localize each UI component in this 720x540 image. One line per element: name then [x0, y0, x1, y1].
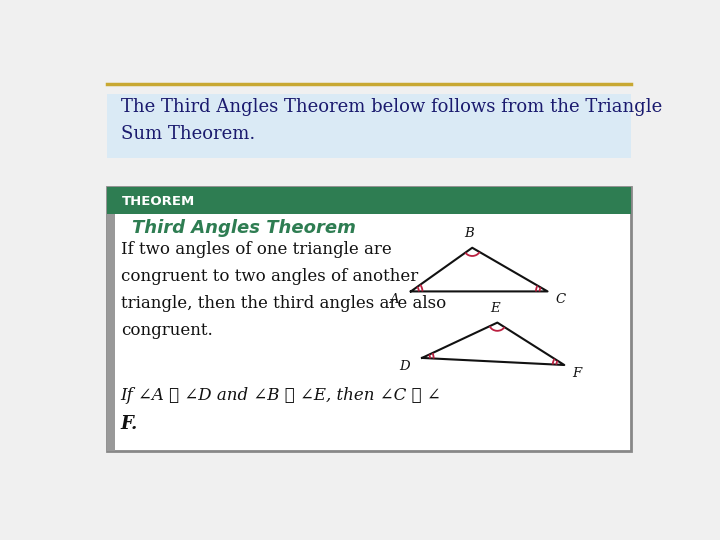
Text: Third Angles Theorem: Third Angles Theorem	[132, 219, 356, 237]
Text: congruent.: congruent.	[121, 322, 212, 340]
Text: B: B	[464, 227, 474, 240]
FancyBboxPatch shape	[107, 94, 631, 158]
Text: F.: F.	[121, 415, 138, 434]
Text: congruent to two angles of another: congruent to two angles of another	[121, 268, 418, 285]
Text: If ∠A ≅ ∠D and ∠B ≅ ∠E, then ∠C ≅ ∠: If ∠A ≅ ∠D and ∠B ≅ ∠E, then ∠C ≅ ∠	[121, 387, 441, 404]
FancyBboxPatch shape	[107, 187, 631, 214]
FancyBboxPatch shape	[107, 187, 631, 451]
Text: triangle, then the third angles are also: triangle, then the third angles are also	[121, 295, 446, 312]
FancyBboxPatch shape	[107, 214, 115, 451]
Text: E: E	[490, 302, 500, 315]
Text: D: D	[399, 360, 410, 373]
Text: C: C	[556, 294, 566, 307]
Text: The Third Angles Theorem below follows from the Triangle
Sum Theorem.: The Third Angles Theorem below follows f…	[121, 98, 662, 144]
Text: F: F	[572, 367, 582, 380]
Text: If two angles of one triangle are: If two angles of one triangle are	[121, 241, 392, 258]
Text: A: A	[389, 294, 399, 307]
Text: THEOREM: THEOREM	[122, 195, 196, 208]
